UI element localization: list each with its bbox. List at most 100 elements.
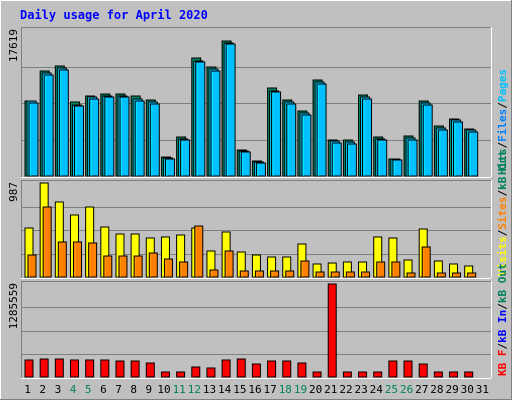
bar-sites bbox=[361, 271, 371, 278]
bar-pages bbox=[453, 121, 464, 177]
bar-pages bbox=[210, 70, 221, 177]
x-tick-label: 19 bbox=[294, 383, 307, 396]
legend-kb-f: KB F bbox=[496, 350, 509, 377]
y-max-label: 987 bbox=[7, 182, 20, 202]
x-tick-label: 2 bbox=[39, 383, 46, 396]
bar-kb-f bbox=[24, 359, 34, 378]
x-tick-label: 31 bbox=[476, 383, 489, 396]
x-tick-label: 14 bbox=[218, 383, 232, 396]
bar-kb-f bbox=[342, 371, 352, 378]
x-tick-label: 4 bbox=[70, 383, 77, 396]
bar-kb-f bbox=[267, 360, 277, 378]
bar-kb-f bbox=[358, 371, 368, 378]
bar-pages bbox=[149, 103, 160, 177]
bar-kb-f bbox=[160, 371, 170, 378]
bar-kb-f bbox=[145, 362, 155, 378]
x-tick-label: 16 bbox=[248, 383, 261, 396]
bar-sites bbox=[224, 250, 234, 278]
bar-pages bbox=[362, 98, 373, 177]
x-tick-label: 7 bbox=[115, 383, 122, 396]
bar-sites bbox=[300, 260, 310, 278]
bar-pages bbox=[377, 139, 388, 177]
bar-kb-f bbox=[130, 360, 140, 378]
panels: 17619Hits/Files/Pages987Visits/Sites/kB … bbox=[7, 27, 509, 379]
bar-sites bbox=[118, 255, 128, 278]
bar-sites bbox=[88, 242, 98, 278]
legend-separator: / bbox=[496, 142, 509, 149]
bar-sites bbox=[72, 241, 82, 278]
bar-kb-f bbox=[297, 362, 307, 378]
bar-kb-f bbox=[115, 360, 125, 378]
y-max-label: 17619 bbox=[7, 29, 20, 62]
bar-kb-f bbox=[282, 360, 292, 378]
bar-sites bbox=[345, 271, 355, 278]
legend-kb-out: kB Out bbox=[496, 263, 509, 303]
chart-title: Daily usage for April 2020 bbox=[20, 8, 208, 22]
bar-pages bbox=[104, 96, 115, 177]
x-tick-label: 30 bbox=[461, 383, 474, 396]
bar-kb-f bbox=[251, 363, 261, 378]
bar-kb-f bbox=[221, 359, 231, 378]
bar-sites bbox=[163, 258, 173, 278]
bar-sites bbox=[148, 252, 158, 278]
x-tick-label: 25 bbox=[385, 383, 398, 396]
legend-kb-out: kB Out bbox=[496, 150, 509, 190]
bar-pages bbox=[89, 98, 100, 177]
x-tick-label: 9 bbox=[146, 383, 153, 396]
x-tick-label: 12 bbox=[188, 383, 201, 396]
x-tick-label: 28 bbox=[430, 383, 443, 396]
bar-sites bbox=[254, 270, 264, 278]
legend-separator: / bbox=[496, 190, 509, 197]
bar-pages bbox=[134, 100, 145, 177]
x-tick-label: 21 bbox=[324, 383, 337, 396]
bar-pages bbox=[119, 96, 130, 177]
bar-pages bbox=[43, 74, 54, 177]
bar-sites bbox=[57, 241, 67, 278]
bar-pages bbox=[225, 43, 236, 177]
bar-kb-f bbox=[464, 371, 474, 378]
bar-pages bbox=[468, 131, 479, 177]
bar-sites bbox=[194, 225, 204, 278]
legend-files: Files bbox=[496, 109, 509, 142]
bar-sites bbox=[315, 271, 325, 278]
bar-kb-f bbox=[433, 371, 443, 378]
bar-sites bbox=[421, 246, 431, 278]
x-tick-label: 6 bbox=[100, 383, 107, 396]
bar-pages bbox=[73, 105, 84, 177]
bar-pages bbox=[28, 102, 39, 177]
bar-kb-f bbox=[312, 371, 322, 378]
legend-pages: Pages bbox=[496, 69, 509, 102]
bar-kb-f bbox=[39, 358, 49, 378]
legend-separator: / bbox=[496, 102, 509, 109]
bar-sites bbox=[103, 255, 113, 278]
bar-pages bbox=[286, 103, 297, 177]
bar-kb-f bbox=[85, 359, 95, 378]
series-legend: KB F/kB In/kB Out bbox=[496, 263, 509, 376]
legend-visits: Visits bbox=[496, 236, 509, 276]
bar-kb-f bbox=[54, 358, 64, 378]
bar-kb-f bbox=[449, 371, 459, 378]
bar-kb-f bbox=[100, 359, 110, 378]
bar-sites bbox=[285, 270, 295, 278]
bar-pages bbox=[346, 143, 357, 177]
x-tick-label: 18 bbox=[279, 383, 292, 396]
bar-sites bbox=[391, 261, 401, 278]
bar-pages bbox=[255, 162, 266, 177]
bar-kb-f bbox=[206, 367, 216, 378]
bar-kb-f bbox=[388, 360, 398, 378]
x-tick-label: 20 bbox=[309, 383, 322, 396]
bar-pages bbox=[331, 142, 342, 177]
bar-sites bbox=[406, 272, 416, 278]
legend-separator: / bbox=[496, 343, 509, 350]
bar-kb-f bbox=[69, 359, 79, 378]
bar-sites bbox=[209, 269, 219, 278]
bar-kb-f bbox=[403, 360, 413, 378]
x-tick-label: 27 bbox=[415, 383, 428, 396]
x-tick-label: 13 bbox=[203, 383, 216, 396]
bar-pages bbox=[392, 159, 403, 177]
bar-sites bbox=[376, 261, 386, 278]
